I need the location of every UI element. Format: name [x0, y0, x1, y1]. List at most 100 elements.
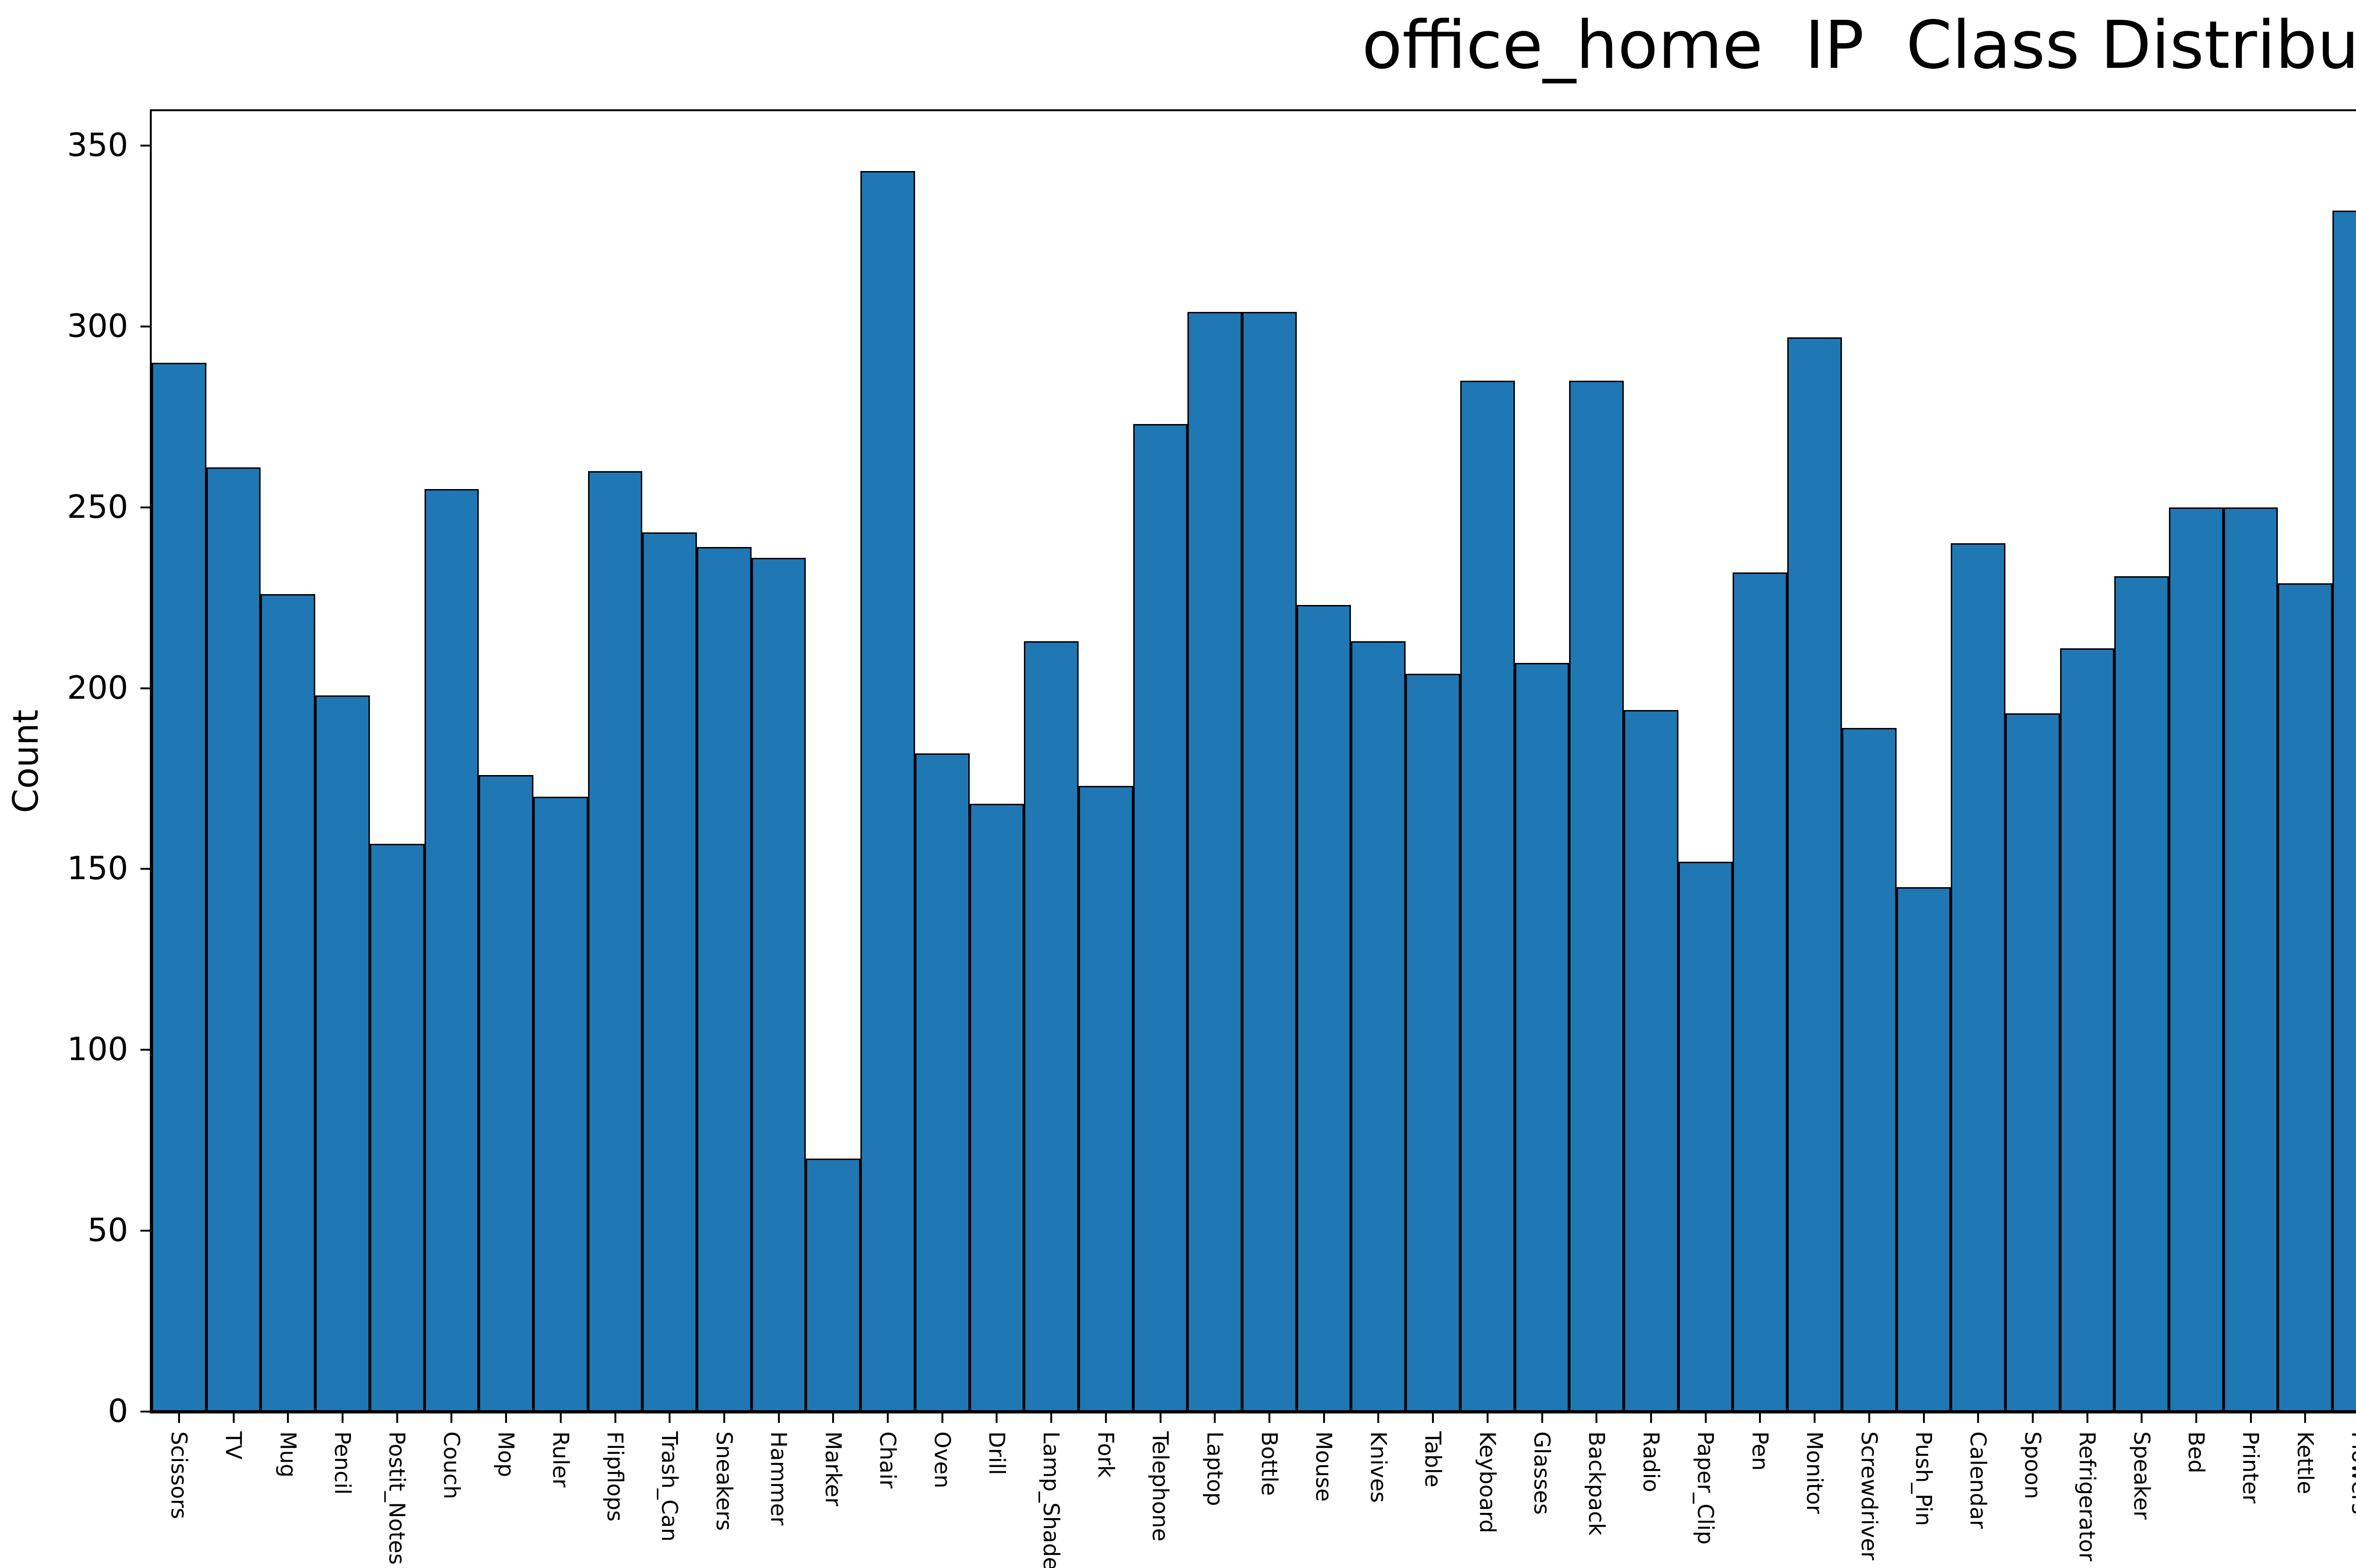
bar-Hammer: [751, 558, 806, 1412]
x-tick-label-Ruler: Ruler: [548, 1431, 573, 1488]
x-tick-label-Scissors: Scissors: [166, 1431, 192, 1519]
bar-Printer: [2223, 507, 2278, 1412]
x-tick-Calendar: [1977, 1412, 1980, 1423]
y-tick-label-350: 350: [67, 126, 128, 164]
x-tick-Mouse: [1323, 1412, 1325, 1423]
x-tick-Laptop: [1214, 1412, 1216, 1423]
x-tick-Sneakers: [723, 1412, 725, 1423]
bar-Glasses: [1514, 662, 1570, 1412]
x-tick-label-Push_Pin: Push_Pin: [1911, 1431, 1937, 1526]
bar-Marker: [806, 1158, 861, 1412]
x-tick-Screwdriver: [1868, 1412, 1870, 1423]
bar-Push_Pin: [1896, 887, 1951, 1412]
x-tick-label-Trash_Can: Trash_Can: [657, 1431, 683, 1542]
x-tick-Chair: [887, 1412, 889, 1423]
bar-Screwdriver: [1841, 728, 1897, 1412]
x-tick-label-Printer: Printer: [2238, 1431, 2264, 1504]
x-tick-label-Calendar: Calendar: [1965, 1431, 1991, 1529]
y-tick-label-50: 50: [87, 1212, 128, 1250]
x-tick-label-Chair: Chair: [875, 1431, 901, 1489]
x-tick-label-Mouse: Mouse: [1311, 1431, 1337, 1502]
x-tick-Printer: [2250, 1412, 2252, 1423]
x-tick-label-Bed: Bed: [2184, 1431, 2209, 1474]
x-tick-label-Mop: Mop: [493, 1431, 519, 1478]
x-tick-Hammer: [777, 1412, 780, 1423]
x-tick-Pen: [1759, 1412, 1761, 1423]
y-tick-300: [140, 325, 150, 327]
x-tick-label-Kettle: Kettle: [2292, 1431, 2318, 1494]
bar-Kettle: [2278, 583, 2333, 1412]
bar-Ruler: [533, 796, 588, 1412]
x-tick-label-Telephone: Telephone: [1147, 1431, 1173, 1542]
y-tick-0: [140, 1411, 150, 1413]
y-tick-350: [140, 144, 150, 147]
x-tick-label-Knives: Knives: [1366, 1431, 1391, 1503]
x-tick-label-Flowers: Flowers: [2347, 1431, 2356, 1515]
bar-Pen: [1733, 572, 1788, 1412]
x-tick-label-Speaker: Speaker: [2129, 1431, 2155, 1520]
x-tick-Flipflops: [614, 1412, 616, 1423]
y-tick-200: [140, 687, 150, 689]
x-tick-label-Fork: Fork: [1093, 1431, 1119, 1478]
x-tick-Couch: [450, 1412, 453, 1423]
x-tick-Oven: [941, 1412, 943, 1423]
bar-Knives: [1351, 641, 1406, 1412]
x-tick-Bed: [2195, 1412, 2198, 1423]
x-tick-label-Sneakers: Sneakers: [711, 1431, 737, 1531]
x-tick-label-Refrigerator: Refrigerator: [2074, 1431, 2100, 1561]
bar-Calendar: [1951, 543, 2005, 1412]
x-tick-Kettle: [2304, 1412, 2307, 1423]
bar-Mop: [479, 775, 533, 1412]
bar-Laptop: [1187, 312, 1243, 1412]
x-tick-Keyboard: [1486, 1412, 1489, 1423]
bar-Fork: [1078, 785, 1133, 1412]
x-tick-label-Glasses: Glasses: [1529, 1431, 1555, 1515]
bar-Monitor: [1787, 337, 1842, 1412]
x-tick-label-Monitor: Monitor: [1802, 1431, 1828, 1514]
bar-Radio: [1623, 710, 1678, 1412]
x-tick-Backpack: [1595, 1412, 1598, 1423]
x-tick-label-Screwdriver: Screwdriver: [1856, 1431, 1882, 1560]
x-tick-label-TV: TV: [221, 1431, 246, 1460]
x-tick-Ruler: [559, 1412, 562, 1423]
bar-Mouse: [1296, 604, 1351, 1412]
y-tick-label-0: 0: [107, 1393, 128, 1430]
bar-Refrigerator: [2060, 648, 2115, 1412]
x-tick-label-Laptop: Laptop: [1202, 1431, 1228, 1506]
y-tick-100: [140, 1049, 150, 1051]
x-tick-label-Oven: Oven: [929, 1431, 955, 1488]
bar-Telephone: [1133, 424, 1188, 1412]
bar-TV: [206, 467, 261, 1412]
y-tick-label-150: 150: [67, 850, 128, 888]
bar-Chair: [860, 171, 915, 1412]
bar-Flowers: [2332, 211, 2356, 1412]
bar-Keyboard: [1460, 380, 1515, 1412]
x-tick-label-Lamp_Shade: Lamp_Shade: [1039, 1431, 1064, 1568]
x-tick-Spoon: [2031, 1412, 2034, 1423]
x-tick-Marker: [832, 1412, 834, 1423]
x-tick-label-Pen: Pen: [1747, 1431, 1773, 1471]
bar-Scissors: [152, 362, 206, 1412]
bar-Lamp_Shade: [1024, 641, 1079, 1412]
x-tick-label-Drill: Drill: [984, 1431, 1010, 1475]
x-tick-Fork: [1104, 1412, 1107, 1423]
y-tick-label-100: 100: [67, 1031, 128, 1069]
bar-Backpack: [1569, 380, 1624, 1412]
x-tick-label-Radio: Radio: [1638, 1431, 1664, 1493]
x-tick-Speaker: [2141, 1412, 2143, 1423]
bar-Bottle: [1242, 312, 1297, 1412]
x-tick-Paper_Clip: [1704, 1412, 1707, 1423]
x-tick-Knives: [1377, 1412, 1380, 1423]
x-tick-label-Backpack: Backpack: [1584, 1431, 1610, 1535]
bar-Table: [1406, 673, 1460, 1412]
x-tick-label-Bottle: Bottle: [1257, 1431, 1282, 1496]
x-tick-Mop: [505, 1412, 507, 1423]
x-tick-Mug: [287, 1412, 289, 1423]
bar-Sneakers: [697, 547, 752, 1412]
x-tick-Scissors: [178, 1412, 180, 1423]
x-tick-label-Hammer: Hammer: [766, 1431, 792, 1526]
bar-Speaker: [2114, 576, 2169, 1412]
x-tick-Postit_Notes: [396, 1412, 398, 1423]
bars-container: [152, 111, 2356, 1412]
x-tick-Trash_Can: [669, 1412, 671, 1423]
